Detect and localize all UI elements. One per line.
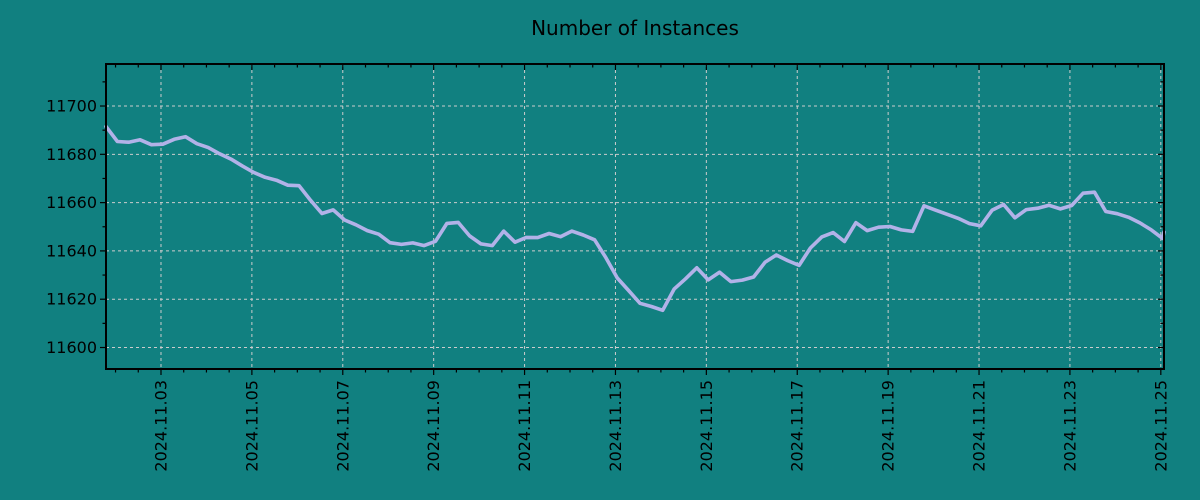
x-tick-label: 2024.11.09 <box>424 380 443 472</box>
series-line-instances <box>104 124 1166 313</box>
x-tick-label: 2024.11.11 <box>515 380 534 472</box>
chart-title: Number of Instances <box>531 16 739 40</box>
y-tick-label: 11700 <box>46 97 97 116</box>
x-tick-label: 2024.11.17 <box>788 380 807 472</box>
x-tick-label: 2024.11.05 <box>242 380 261 472</box>
y-tick-label: 11620 <box>46 290 97 309</box>
x-tick-label: 2024.11.19 <box>879 380 898 472</box>
y-tick-label: 11640 <box>46 241 97 260</box>
x-tick-label: 2024.11.23 <box>1060 380 1079 472</box>
x-tick-label: 2024.11.13 <box>606 380 625 472</box>
x-tick-label: 2024.11.21 <box>970 380 989 472</box>
y-tick-label: 11600 <box>46 338 97 357</box>
x-tick-label: 2024.11.15 <box>697 380 716 472</box>
x-tick-label: 2024.11.07 <box>333 380 352 472</box>
plot-frame <box>105 63 1165 370</box>
y-tick-label: 11660 <box>46 193 97 212</box>
x-tick-label: 2024.11.03 <box>151 380 170 472</box>
y-tick-label: 11680 <box>46 145 97 164</box>
x-tick-label: 2024.11.25 <box>1151 380 1170 472</box>
